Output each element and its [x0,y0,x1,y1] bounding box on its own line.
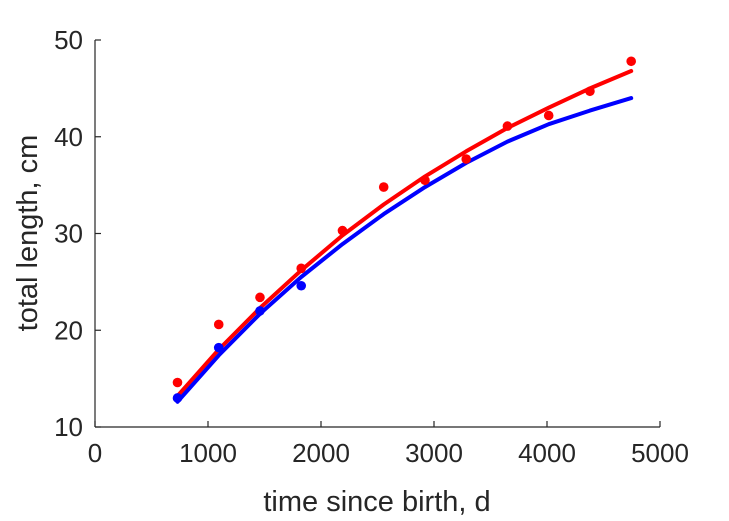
data-point [172,393,183,403]
data-point [585,86,595,97]
data-point [502,121,513,131]
x-tick-label: 3000 [405,438,463,468]
chart-marks [172,56,636,404]
y-tick-label: 50 [54,25,83,55]
data-point [626,56,636,67]
x-tick-label: 1000 [179,438,237,468]
data-point [255,292,265,303]
x-tick-label: 4000 [518,438,576,468]
data-point [255,306,265,316]
data-point [420,175,430,186]
y-tick-label: 20 [54,315,83,345]
y-tick-label: 30 [54,219,83,249]
axes: 0 1000 2000 3000 4000 5000 10 20 30 40 50 [54,25,689,468]
data-point [296,263,307,274]
data-point [461,154,472,164]
x-tick-label: 2000 [292,438,350,468]
x-axis-label: time since birth, d [263,486,490,518]
data-point [213,342,224,353]
data-point [213,319,224,330]
data-point [296,280,307,291]
data-point [172,377,183,388]
y-axis-label: total length, cm [12,135,44,332]
x-tick-label: 0 [88,438,102,468]
y-tick-label: 40 [54,122,83,152]
fit-line-2 [175,96,634,404]
fit-line-1 [175,69,634,398]
data-point [337,225,348,236]
y-tick-label: 10 [54,412,83,442]
data-point [543,110,554,121]
data-point [378,182,389,192]
x-tick-label: 5000 [631,438,689,468]
